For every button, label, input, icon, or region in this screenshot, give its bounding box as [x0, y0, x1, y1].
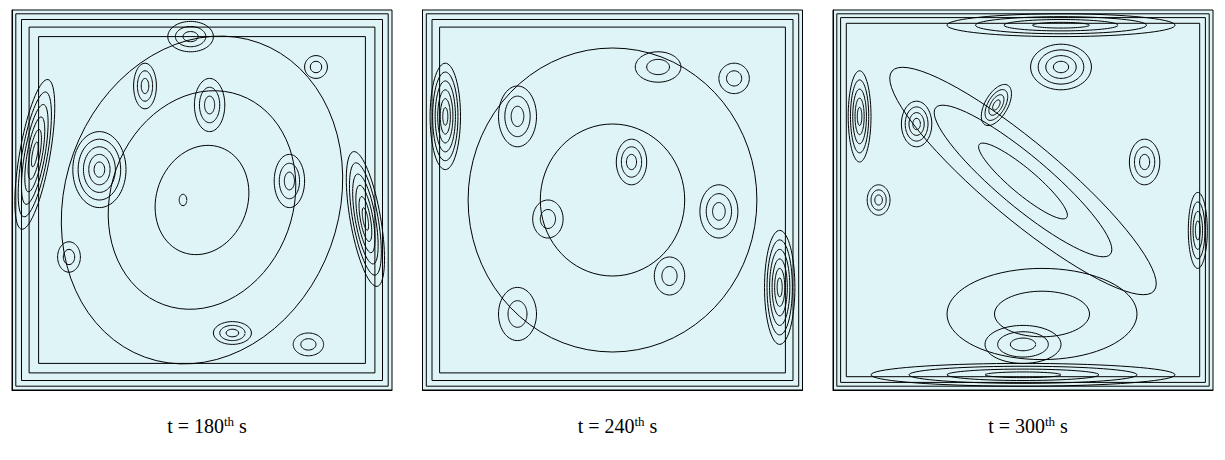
svg-text:t = 300: t = 300 — [988, 415, 1045, 437]
svg-text:s: s — [645, 415, 658, 437]
svg-text:s: s — [1055, 415, 1068, 437]
svg-text:th: th — [1045, 414, 1056, 429]
svg-text:th: th — [634, 414, 645, 429]
svg-text:t = 240: t = 240 — [578, 415, 635, 437]
svg-text:th: th — [224, 414, 235, 429]
svg-text:t = 180: t = 180 — [167, 415, 224, 437]
svg-text:s: s — [234, 415, 247, 437]
